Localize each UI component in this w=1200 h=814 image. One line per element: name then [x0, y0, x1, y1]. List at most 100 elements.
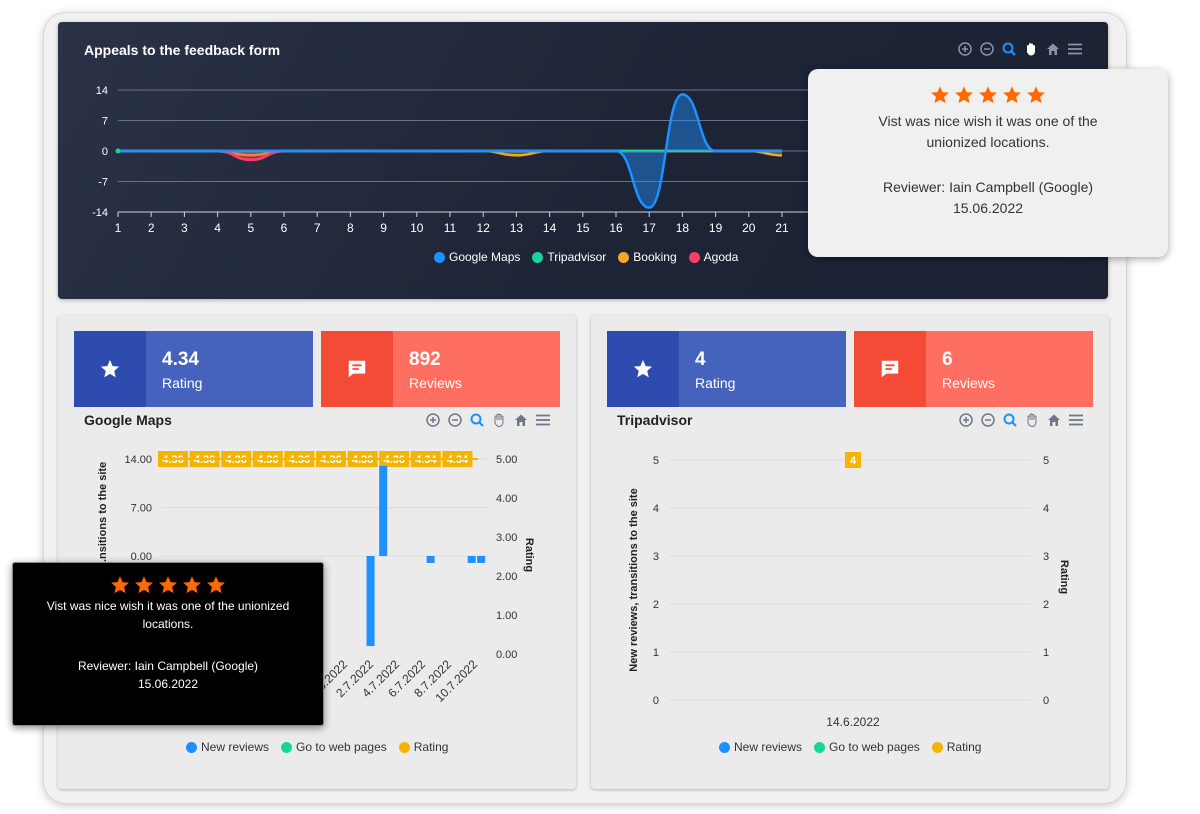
legend-marker: [186, 741, 197, 753]
new-reviews-bar[interactable]: [426, 556, 435, 563]
google-maps-legend: New reviews Go to web pages Rating: [186, 740, 448, 754]
star-icon: [931, 86, 949, 104]
y-right-tick-label: 0.00: [496, 649, 517, 661]
review-date: 15.06.2022: [137, 677, 199, 691]
menu-icon[interactable]: [1067, 411, 1085, 429]
legend-marker: [434, 251, 445, 263]
star-icon: [607, 331, 679, 407]
menu-icon[interactable]: [534, 411, 552, 429]
reviews-value: 892: [409, 349, 441, 370]
selection-zoom-icon[interactable]: [1000, 40, 1018, 58]
y-right-tick-label: 0: [1043, 695, 1049, 707]
legend-item[interactable]: Go to web pages: [281, 740, 387, 754]
x-tick-label: 19: [709, 221, 723, 235]
legend-marker: [532, 251, 544, 263]
data-point[interactable]: [115, 148, 121, 154]
y-tick-label: -14: [92, 207, 108, 219]
reviews-label: Reviews: [942, 375, 995, 391]
rating-stars: [13, 575, 323, 595]
new-reviews-bar[interactable]: [467, 556, 476, 563]
reviewer-name: Reviewer: Iain Campbell (Google): [882, 179, 1094, 195]
tripadvisor-chart: 5 4 3 2 1 0 5 4 3 2 1 0 New reviews, transitions to …: [628, 452, 1070, 729]
zoom-out-icon[interactable]: [979, 411, 997, 429]
series-line-agoda[interactable]: [117, 149, 782, 162]
zoom-out-icon[interactable]: [446, 411, 464, 429]
rating-label: Rating: [162, 375, 203, 391]
reviews-card: 892 Reviews: [321, 331, 560, 407]
x-tick-label: 17: [643, 221, 657, 235]
new-reviews-bar[interactable]: [477, 556, 486, 563]
y-left-tick-label: 2: [653, 599, 659, 611]
rating-data-label[interactable]: 4: [850, 455, 857, 467]
x-tick-label: 5: [247, 221, 254, 235]
legend-item[interactable]: New reviews: [186, 740, 269, 754]
legend-marker: [281, 741, 293, 753]
reset-home-icon[interactable]: [1044, 40, 1062, 58]
star-icon: [159, 576, 177, 594]
legend-label: Tripadvisor: [547, 250, 607, 264]
legend-label: Booking: [633, 250, 677, 264]
series-line-google-maps[interactable]: [117, 93, 782, 209]
rating-value: 4.34: [162, 349, 199, 370]
reviews-card: 6 Reviews: [854, 331, 1093, 407]
star-icon: [74, 331, 146, 407]
star-icon: [111, 576, 129, 594]
y-tick-label: 0: [102, 146, 108, 158]
pan-hand-icon[interactable]: [490, 411, 508, 429]
selection-zoom-icon[interactable]: [468, 411, 486, 429]
y-right-tick-label: 3: [1043, 551, 1049, 563]
y-right-tick-label: 1.00: [496, 610, 517, 622]
x-tick-label: 15: [576, 221, 590, 235]
star-icon: [135, 576, 153, 594]
legend-marker: [719, 741, 730, 753]
legend-item[interactable]: Agoda: [688, 250, 738, 264]
reset-home-icon[interactable]: [1045, 411, 1063, 429]
y-right-tick-label: 5.00: [496, 454, 517, 466]
tripadvisor-panel: 4 Rating 6 Reviews Tripadvisor 5 4 3 2 1 0 5 4 3…: [591, 315, 1109, 789]
x-tick-label: 16: [609, 221, 623, 235]
zoom-in-icon[interactable]: [956, 40, 974, 58]
series-area-google-maps: [118, 94, 782, 208]
legend-item[interactable]: Rating: [398, 740, 449, 754]
new-reviews-bar[interactable]: [366, 556, 375, 647]
menu-icon[interactable]: [1066, 40, 1084, 58]
reset-home-icon[interactable]: [512, 411, 530, 429]
rating-data-label-bg: [845, 452, 861, 468]
pan-hand-icon[interactable]: [1023, 411, 1041, 429]
rating-stars: [808, 85, 1168, 105]
legend-label: New reviews: [734, 740, 803, 754]
legend-label: Rating: [413, 740, 449, 754]
legend-item[interactable]: Tripadvisor: [532, 250, 606, 264]
y-left-tick-label: 14.00: [124, 454, 152, 466]
zoom-out-icon[interactable]: [978, 40, 996, 58]
pan-hand-icon[interactable]: [1022, 40, 1040, 58]
star-icon: [955, 86, 973, 104]
legend-item[interactable]: Go to web pages: [814, 740, 920, 754]
google-maps-chart: 14.00 7.00 0.00 5.00 4.00 3.00 2.00 1.00 0.00...…: [97, 451, 535, 705]
legend-item[interactable]: Rating: [931, 740, 981, 754]
reviewer-name: Reviewer: Iain Campbell (Google): [77, 659, 259, 673]
legend-item[interactable]: New reviews: [719, 740, 802, 754]
legend-label: Google Maps: [449, 250, 521, 264]
y-right-tick-label: 1: [1043, 647, 1049, 659]
y-tick-label: -7: [98, 177, 108, 189]
comment-icon: [854, 331, 926, 407]
series-area-booking: [118, 151, 782, 156]
x-tick-label: 10: [410, 221, 424, 235]
legend-item[interactable]: Booking: [618, 250, 677, 264]
y-right-tick-label: 2: [1043, 599, 1049, 611]
new-reviews-bar[interactable]: [379, 465, 388, 556]
y-axis-title-left: New reviews, transitions to the site: [628, 488, 640, 671]
y-tick-label: 7: [102, 116, 108, 128]
zoom-in-icon[interactable]: [957, 411, 975, 429]
y-left-tick-label: 4: [653, 503, 659, 515]
x-tick-label: 1: [115, 221, 122, 235]
legend-item[interactable]: Google Maps: [434, 250, 520, 264]
y-right-tick-label: 3.00: [496, 532, 517, 544]
selection-zoom-icon[interactable]: [1001, 411, 1019, 429]
rating-card: 4.34 Rating: [74, 331, 313, 407]
y-left-tick-label: 7.00: [131, 503, 152, 515]
zoom-in-icon[interactable]: [424, 411, 442, 429]
x-tick-label: 4: [214, 221, 221, 235]
star-icon: [1027, 86, 1045, 104]
